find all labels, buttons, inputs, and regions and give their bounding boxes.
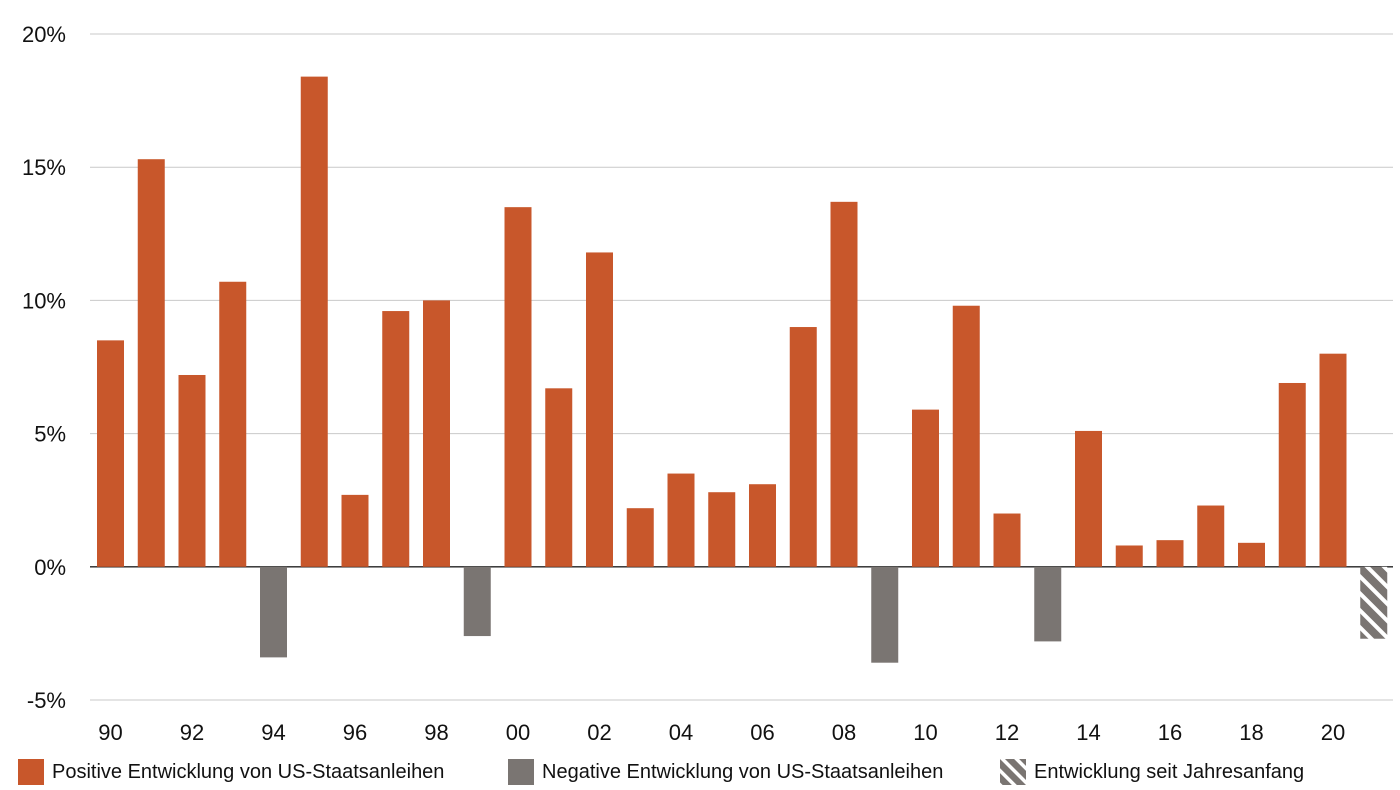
- bar-positive: [1115, 545, 1143, 567]
- bar-positive: [219, 281, 247, 567]
- x-tick-label: 02: [587, 720, 611, 745]
- x-tick-label: 92: [180, 720, 204, 745]
- bar-positive: [1197, 505, 1225, 567]
- bars: [97, 76, 1388, 663]
- legend-swatch-positive: [18, 759, 44, 785]
- x-tick-label: 10: [913, 720, 937, 745]
- bar-positive: [830, 201, 858, 567]
- bar-positive: [178, 374, 206, 567]
- bar-positive: [97, 340, 124, 567]
- x-tick-label: 12: [995, 720, 1019, 745]
- bar-positive: [708, 492, 736, 567]
- bar-positive: [993, 513, 1021, 567]
- legend-swatch-negative: [508, 759, 534, 785]
- bar-chart: 20% 15% 10% 5% 0% -5% 90 92 94 96 98 00 02 04 06 08 10 1…: [22, 22, 1393, 745]
- bar-positive: [1319, 353, 1347, 567]
- bar-negative: [1034, 566, 1062, 642]
- bar-positive: [667, 473, 695, 567]
- y-tick-label: 5%: [34, 422, 66, 447]
- bar-positive: [749, 484, 776, 567]
- legend-label-ytd: Entwicklung seit Jahresanfang: [1034, 760, 1305, 783]
- x-tick-label: 20: [1321, 720, 1345, 745]
- bar-positive: [1238, 542, 1265, 567]
- y-tick-label: 10%: [22, 288, 66, 313]
- legend: Positive Entwicklung von US-Staatsanleih…: [0, 756, 1400, 790]
- x-axis-labels: 90 92 94 96 98 00 02 04 06 08 10 12 14 16 18 20: [98, 720, 1345, 745]
- legend-label-negative: Negative Entwicklung von US-Staatsanleih…: [542, 760, 944, 783]
- bar-positive: [912, 409, 939, 567]
- bar-positive: [1156, 540, 1184, 567]
- bar-positive: [789, 327, 817, 567]
- bar-negative: [260, 566, 287, 658]
- bar-positive: [423, 300, 450, 567]
- bar-positive: [1278, 382, 1306, 567]
- bar-positive: [382, 311, 410, 567]
- x-tick-label: 00: [506, 720, 530, 745]
- x-tick-label: 98: [424, 720, 448, 745]
- y-tick-label: 20%: [22, 22, 66, 47]
- y-axis-labels: 20% 15% 10% 5% 0% -5%: [22, 22, 66, 713]
- bar-positive: [300, 76, 328, 567]
- bar-negative: [871, 566, 899, 663]
- legend-swatch-ytd: [1000, 759, 1026, 785]
- bar-positive: [952, 305, 980, 567]
- legend-item-ytd: Entwicklung seit Jahresanfang: [1000, 759, 1304, 785]
- x-tick-label: 94: [261, 720, 285, 745]
- bar-positive: [545, 388, 573, 567]
- bar-positive: [341, 494, 369, 567]
- x-tick-label: 08: [832, 720, 856, 745]
- x-tick-label: 06: [750, 720, 774, 745]
- y-tick-label: 15%: [22, 155, 66, 180]
- y-tick-label: -5%: [27, 688, 66, 713]
- legend-item-negative: Negative Entwicklung von US-Staatsanleih…: [508, 759, 943, 785]
- x-tick-label: 04: [669, 720, 693, 745]
- legend-item-positive: Positive Entwicklung von US-Staatsanleih…: [18, 759, 444, 785]
- bar-positive: [1075, 430, 1102, 567]
- bar-positive: [137, 159, 165, 567]
- x-tick-label: 18: [1239, 720, 1263, 745]
- bar-negative: [463, 566, 491, 637]
- x-tick-label: 16: [1158, 720, 1182, 745]
- legend-label-positive: Positive Entwicklung von US-Staatsanleih…: [52, 760, 445, 783]
- y-tick-label: 0%: [34, 555, 66, 580]
- bar-positive: [504, 207, 532, 567]
- bar-ytd: [1360, 566, 1388, 639]
- bar-positive: [626, 508, 654, 567]
- x-tick-label: 14: [1076, 720, 1100, 745]
- x-tick-label: 90: [98, 720, 122, 745]
- x-tick-label: 96: [343, 720, 367, 745]
- bar-positive: [586, 252, 613, 567]
